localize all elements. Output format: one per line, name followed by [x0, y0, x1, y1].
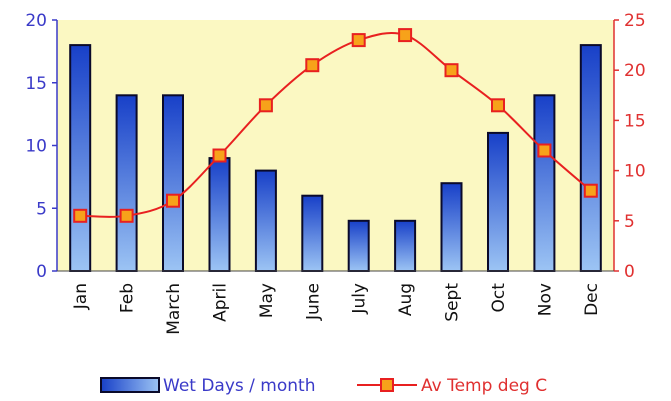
category-label-sept: Sept	[443, 283, 463, 322]
left-tick-label: 0	[36, 262, 47, 282]
bar-nov	[533, 94, 556, 272]
line-series	[73, 28, 598, 223]
right-tick-label: 20	[624, 61, 646, 81]
category-label-june: June	[303, 283, 323, 321]
bar-july	[347, 219, 370, 273]
bar-aug	[394, 219, 417, 273]
right-tick-label: 5	[624, 212, 635, 232]
temp-marker-march	[166, 193, 180, 208]
plot-area	[57, 20, 614, 271]
category-label-jan: Jan	[71, 283, 91, 310]
right-tick-label: 10	[624, 162, 646, 182]
temp-marker-june	[305, 58, 320, 73]
left-tick-label: 10	[25, 137, 47, 157]
bar-series	[69, 44, 602, 273]
right-tick-label: 15	[624, 111, 646, 131]
category-label-march: March	[164, 283, 184, 335]
legend: Wet Days / month Av Temp deg C	[100, 376, 547, 396]
temp-marker-jan	[73, 208, 88, 223]
bar-april	[208, 157, 231, 273]
temp-marker-oct	[491, 98, 505, 113]
bar-oct	[487, 131, 509, 272]
left-tick-label: 15	[25, 74, 47, 94]
temp-marker-dec	[583, 183, 598, 198]
temp-marker-feb	[119, 208, 134, 223]
bar-may	[254, 169, 277, 273]
bar-jan	[69, 44, 92, 272]
right-tick-label: 0	[624, 262, 635, 282]
category-label-april: April	[211, 283, 231, 322]
bar-june	[301, 194, 324, 272]
temp-marker-may	[258, 98, 273, 113]
category-label-july: July	[350, 283, 370, 315]
category-label-may: May	[257, 283, 277, 318]
category-label-dec: Dec	[582, 283, 602, 316]
category-label-aug: Aug	[396, 283, 416, 316]
temp-marker-aug	[398, 28, 413, 43]
category-label-oct: Oct	[489, 283, 509, 313]
legend-marker-temp	[380, 378, 394, 392]
category-label-nov: Nov	[535, 283, 555, 316]
right-tick-label: 25	[624, 11, 646, 31]
axes: 0 5 10 15 20 0 5 10 15 20 25	[25, 11, 645, 282]
bar-march	[162, 94, 184, 272]
legend-label-temp: Av Temp deg C	[421, 376, 547, 396]
left-tick-label: 20	[25, 11, 47, 31]
temp-marker-sept	[444, 63, 459, 78]
legend-label-wet-days: Wet Days / month	[163, 376, 315, 396]
temp-marker-july	[351, 33, 366, 48]
temp-marker-nov	[537, 143, 552, 158]
legend-swatch-wet-days	[100, 377, 160, 393]
bar-sept	[440, 182, 463, 272]
left-tick-label: 5	[36, 199, 47, 219]
category-label-feb: Feb	[118, 283, 138, 313]
category-labels: Jan Feb March April May June July Aug Sept Oct Nov…	[71, 283, 602, 335]
bar-feb	[115, 94, 138, 272]
temp-marker-april	[212, 148, 227, 163]
bar-dec	[579, 44, 602, 272]
